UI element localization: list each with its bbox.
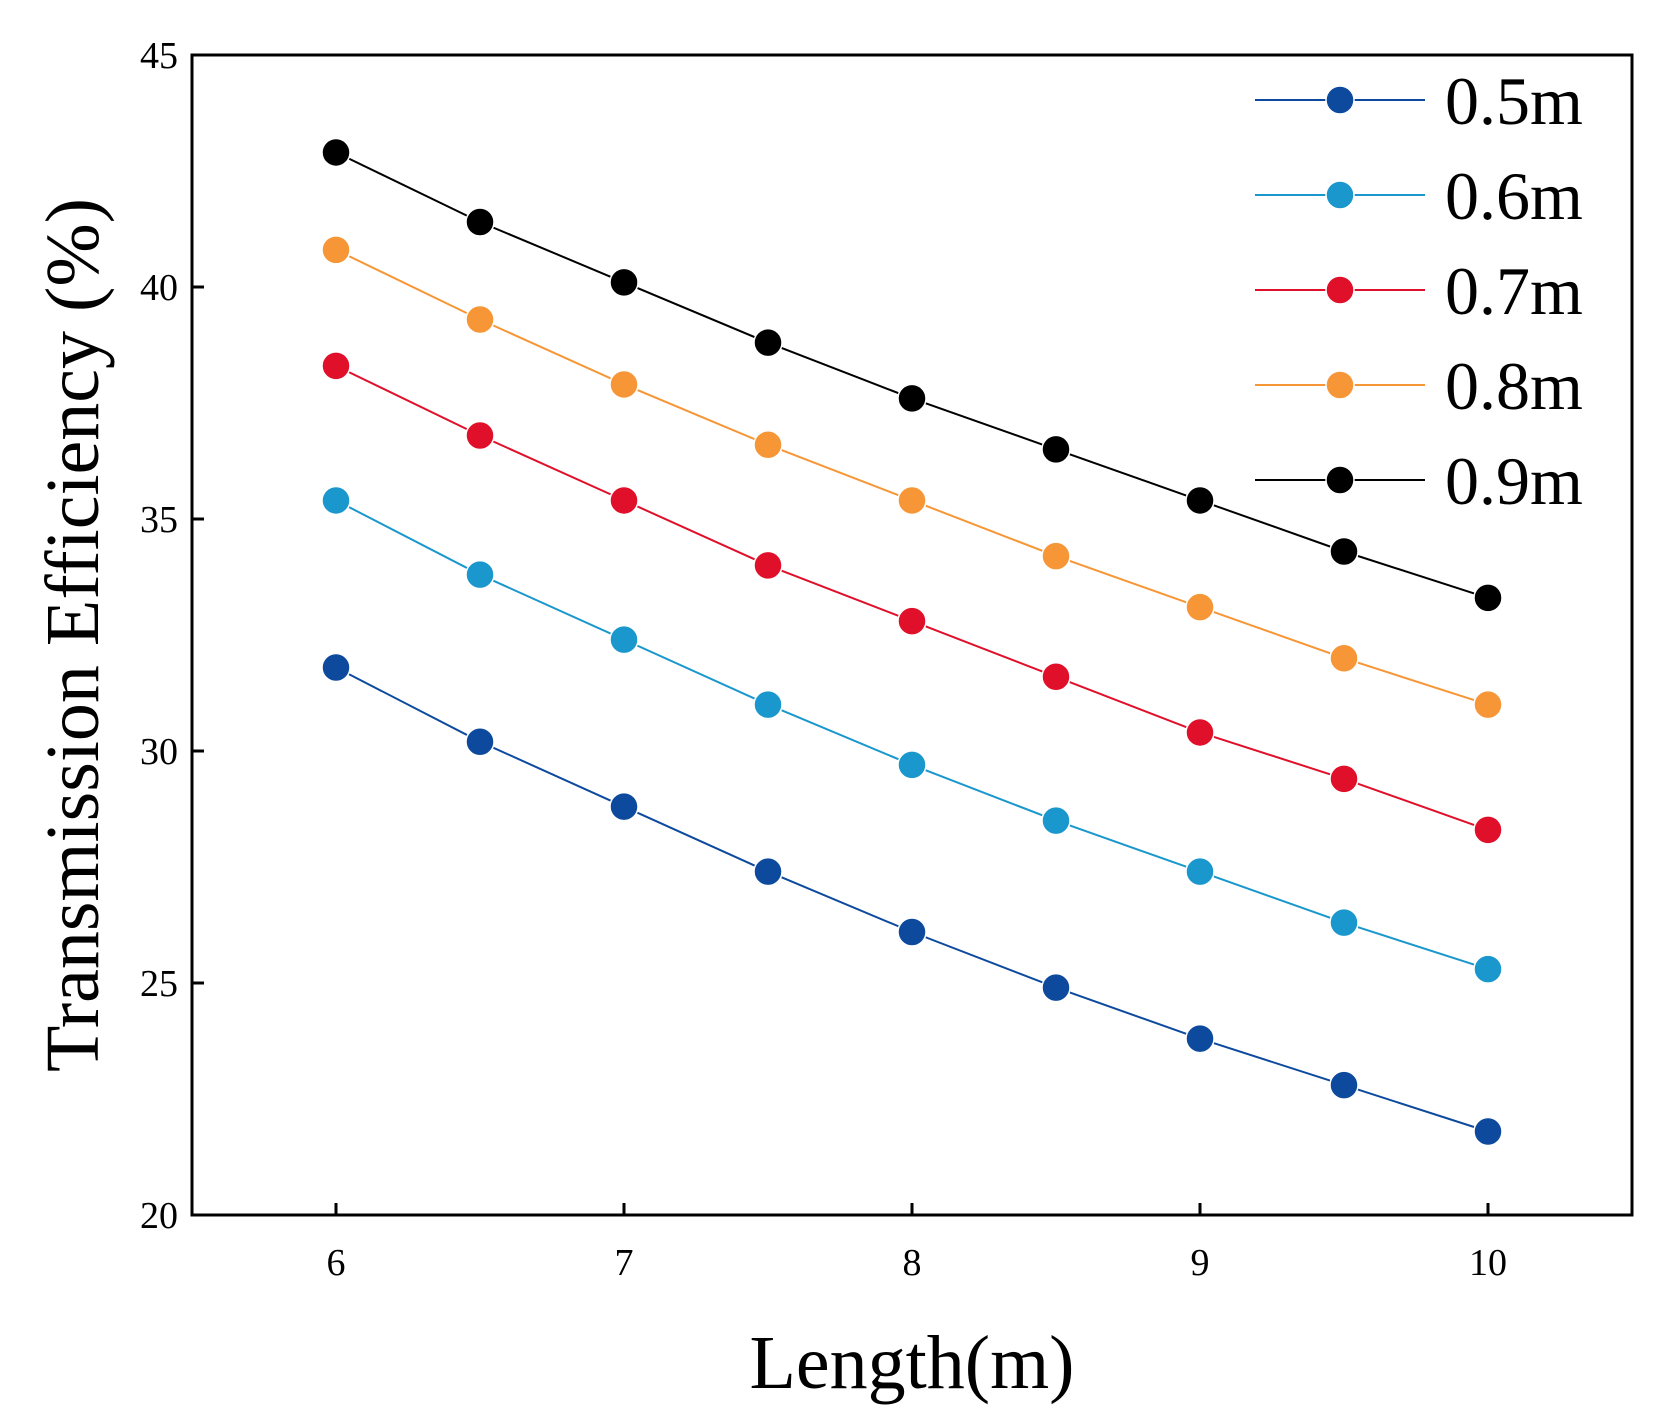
data-point-0-6m xyxy=(897,750,927,780)
data-point-0-5m xyxy=(1329,1070,1359,1100)
data-point-0-9m xyxy=(1041,434,1071,465)
data-point-0-7m xyxy=(1329,764,1359,794)
data-point-0-6m xyxy=(1473,954,1503,984)
data-point-0-9m xyxy=(465,207,495,237)
data-point-0-5m xyxy=(1041,972,1071,1003)
y-tick-label: 20 xyxy=(140,1195,178,1237)
data-point-0-7m xyxy=(1185,717,1215,748)
data-point-0-7m xyxy=(465,420,495,451)
data-point-0-8m xyxy=(897,485,927,516)
data-point-0-5m xyxy=(753,856,783,887)
legend-label-0-9m: 0.9m xyxy=(1445,443,1583,519)
data-point-0-8m xyxy=(753,430,783,460)
x-tick-label: 9 xyxy=(1191,1242,1210,1284)
data-point-0-9m xyxy=(897,383,927,414)
data-point-0-8m xyxy=(1329,643,1359,673)
data-point-0-6m xyxy=(753,689,783,720)
data-point-0-6m xyxy=(321,485,351,516)
data-point-0-7m xyxy=(321,351,351,381)
data-point-0-5m xyxy=(897,917,927,947)
x-axis-title: Length(m) xyxy=(749,1321,1074,1405)
data-point-0-6m xyxy=(609,624,639,655)
legend-marker-0-7m xyxy=(1325,275,1355,305)
data-point-0-8m xyxy=(609,369,639,400)
data-point-0-9m xyxy=(1185,485,1215,516)
data-point-0-5m xyxy=(321,652,351,683)
axis-layer: 20 25 30 35 40 45 6 7 8 9 10 xyxy=(140,35,1507,1284)
legend: 0.5m 0.6m 0.7m 0.8m 0.9m xyxy=(1255,63,1583,519)
y-tick-label: 45 xyxy=(140,35,178,77)
legend-marker-0-6m xyxy=(1325,180,1355,210)
x-tick-label: 7 xyxy=(615,1242,634,1284)
plot-layer xyxy=(321,137,1503,1147)
data-point-0-8m xyxy=(465,304,495,335)
data-point-0-8m xyxy=(321,235,351,265)
series-line-0-8m xyxy=(335,248,1489,706)
data-point-0-7m xyxy=(609,485,639,516)
series-line-0-9m xyxy=(335,151,1489,599)
data-point-0-8m xyxy=(1185,592,1215,622)
data-point-0-5m xyxy=(609,791,639,822)
data-point-0-6m xyxy=(1185,856,1215,887)
y-axis-title: Transmission Efficiency (%) xyxy=(31,198,115,1072)
data-point-0-9m xyxy=(609,267,639,298)
legend-marker-0-8m xyxy=(1325,370,1355,400)
data-point-0-6m xyxy=(465,559,495,590)
series-line-0-5m xyxy=(335,666,1489,1133)
legend-marker-0-9m xyxy=(1325,465,1355,495)
legend-label-0-5m: 0.5m xyxy=(1445,63,1583,139)
data-point-0-5m xyxy=(1473,1116,1503,1147)
y-tick-label: 40 xyxy=(140,267,178,309)
series-line-0-6m xyxy=(335,499,1489,971)
data-point-0-5m xyxy=(465,726,495,757)
y-tick-label: 25 xyxy=(140,963,178,1005)
data-point-0-9m xyxy=(1329,536,1359,567)
legend-label-0-7m: 0.7m xyxy=(1445,253,1583,329)
data-point-0-5m xyxy=(1185,1023,1215,1054)
data-point-0-9m xyxy=(321,137,351,168)
data-point-0-7m xyxy=(1041,662,1071,692)
data-point-0-7m xyxy=(897,606,927,636)
legend-label-0-8m: 0.8m xyxy=(1445,348,1583,424)
y-tick-label: 35 xyxy=(140,499,178,541)
data-point-0-7m xyxy=(1473,815,1503,845)
x-tick-label: 6 xyxy=(327,1242,346,1284)
data-point-0-6m xyxy=(1041,805,1071,836)
data-point-0-9m xyxy=(753,327,783,358)
data-point-0-9m xyxy=(1473,583,1503,613)
x-tick-label: 10 xyxy=(1469,1242,1507,1284)
data-point-0-6m xyxy=(1329,907,1359,938)
legend-label-0-6m: 0.6m xyxy=(1445,158,1583,234)
data-point-0-7m xyxy=(753,550,783,581)
y-tick-label: 30 xyxy=(140,731,178,773)
x-tick-label: 8 xyxy=(903,1242,922,1284)
data-point-0-8m xyxy=(1041,541,1071,571)
legend-marker-0-5m xyxy=(1325,85,1355,115)
data-point-0-8m xyxy=(1473,689,1503,720)
